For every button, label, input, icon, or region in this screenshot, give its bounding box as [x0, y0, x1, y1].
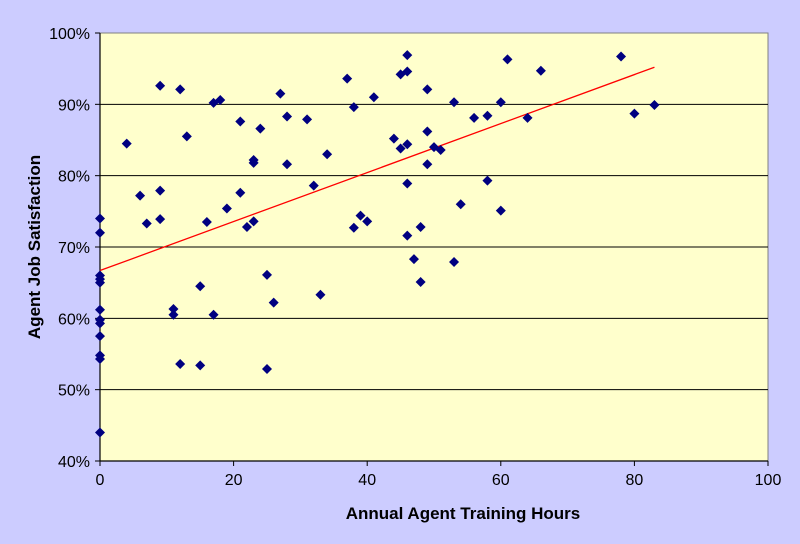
data-point: [95, 331, 105, 342]
y-tick-label: 50%: [58, 383, 90, 400]
data-point: [248, 216, 259, 227]
x-tick-label: 100: [755, 472, 782, 489]
data-point: [275, 88, 286, 99]
data-point: [95, 353, 105, 364]
data-point: [388, 133, 399, 144]
y-tick-label: 40%: [58, 454, 90, 471]
data-point: [282, 159, 293, 170]
data-point: [495, 205, 506, 216]
data-point: [415, 276, 426, 287]
data-point: [95, 277, 105, 288]
data-point: [449, 256, 460, 267]
data-point: [355, 210, 366, 221]
data-point: [616, 51, 627, 62]
data-point: [408, 254, 419, 265]
data-point: [221, 203, 232, 214]
data-point: [181, 131, 192, 142]
data-point: [175, 358, 186, 369]
y-tick-label: 90%: [58, 97, 90, 114]
data-point: [268, 297, 279, 308]
data-point: [342, 73, 353, 84]
trendline-group: [99, 66, 655, 272]
data-point: [482, 175, 493, 186]
data-point: [422, 84, 433, 95]
data-point: [502, 54, 513, 65]
data-point: [629, 108, 640, 119]
data-point: [282, 111, 293, 122]
data-point: [522, 112, 533, 123]
data-point: [95, 213, 105, 224]
y-axis-title: Agent Job Satisfaction: [25, 155, 44, 339]
data-point: [322, 149, 333, 160]
x-tick-label: 60: [492, 472, 510, 489]
data-point: [415, 222, 426, 233]
data-point: [308, 180, 319, 191]
x-axis-title: Annual Agent Training Hours: [346, 504, 581, 523]
data-point: [168, 304, 179, 315]
data-point: [141, 218, 152, 229]
data-point: [155, 80, 166, 91]
data-point: [155, 185, 166, 196]
y-tick-label: 80%: [58, 169, 90, 186]
x-axis-ticks: 0 20 40 60 80 100: [96, 461, 782, 489]
data-point: [248, 157, 259, 168]
data-point: [435, 144, 446, 155]
data-point: [368, 92, 379, 103]
data-point: [95, 227, 105, 238]
data-point: [395, 143, 406, 154]
data-point: [315, 289, 326, 300]
data-point: [135, 190, 146, 201]
data-point: [175, 84, 186, 95]
data-point: [215, 95, 226, 106]
data-point: [362, 216, 373, 227]
data-point: [348, 222, 359, 233]
data-point: [208, 309, 219, 320]
data-point: [422, 159, 433, 170]
x-tick-label: 40: [358, 472, 376, 489]
data-point: [649, 100, 660, 111]
trendline: [99, 66, 655, 272]
data-point: [495, 97, 506, 108]
data-point: [95, 304, 105, 315]
y-tick-label: 60%: [58, 311, 90, 328]
data-point: [235, 187, 246, 198]
data-point: [262, 363, 272, 374]
data-point: [195, 360, 206, 371]
data-point: [241, 222, 252, 233]
x-tick-label: 0: [96, 472, 105, 489]
x-tick-label: 80: [626, 472, 644, 489]
y-axis-ticks: 40% 50% 60% 70% 80% 90% 100%: [49, 26, 100, 471]
data-point: [348, 102, 359, 113]
data-point: [302, 114, 313, 125]
data-point: [402, 66, 413, 77]
data-point: [201, 217, 212, 228]
data-point: [449, 97, 460, 108]
data-point: [422, 126, 433, 137]
data-point: [482, 110, 493, 121]
data-point: [121, 138, 132, 149]
data-point: [535, 65, 546, 76]
data-point: [402, 139, 413, 150]
data-point: [235, 116, 246, 127]
data-point: [402, 178, 413, 189]
y-tick-label: 100%: [49, 26, 90, 43]
data-point: [469, 112, 480, 123]
data-point: [155, 214, 166, 225]
data-point: [168, 309, 179, 320]
data-point: [402, 50, 413, 61]
data-point: [95, 427, 105, 438]
x-tick-label: 20: [225, 472, 243, 489]
data-point: [195, 281, 206, 292]
data-point: [95, 318, 105, 329]
data-points: [95, 50, 660, 438]
data-point: [262, 269, 272, 280]
y-tick-label: 70%: [58, 240, 90, 257]
data-point: [255, 123, 266, 134]
data-point: [455, 199, 466, 210]
data-point: [402, 230, 413, 241]
